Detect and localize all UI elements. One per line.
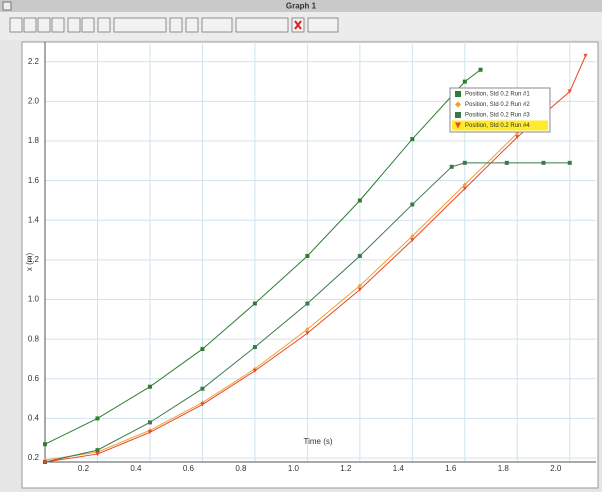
marker: [567, 89, 572, 94]
legend-highlight: [452, 120, 548, 131]
y-tick-label: 0.6: [28, 374, 40, 383]
dropdown[interactable]: [113, 17, 167, 33]
tool-button[interactable]: [37, 17, 51, 33]
legend-label: Position, Std 0.2 Run #3: [465, 113, 530, 119]
marker: [305, 327, 310, 332]
x-tick-label: 1.4: [393, 464, 405, 473]
legend-label: Position, Std 0.2 Run #2: [465, 102, 530, 108]
delete-icon: [294, 20, 302, 30]
marker: [357, 253, 362, 258]
marker: [305, 253, 310, 258]
dropdown[interactable]: [235, 17, 289, 33]
marker: [305, 331, 310, 336]
dropdown[interactable]: [201, 17, 233, 33]
marker: [455, 122, 461, 129]
x-tick-label: 1.8: [498, 464, 510, 473]
marker: [462, 79, 467, 84]
marker: [200, 347, 205, 352]
marker: [147, 430, 152, 435]
y-tick-label: 1.6: [28, 176, 40, 185]
marker: [43, 442, 47, 447]
dropdown[interactable]: [307, 17, 339, 33]
marker: [95, 448, 100, 453]
x-tick-label: 0.4: [130, 464, 142, 473]
tool-button[interactable]: [51, 17, 65, 33]
x-tick-label: 1.6: [445, 464, 457, 473]
marker: [455, 101, 461, 108]
y-tick-label: 1.2: [28, 255, 40, 264]
tool-button[interactable]: [9, 17, 23, 33]
series-line: [44, 132, 518, 461]
marker: [462, 182, 467, 187]
marker: [410, 137, 415, 142]
y-tick-label: 2.0: [28, 97, 40, 106]
marker: [567, 160, 572, 165]
marker: [515, 135, 520, 140]
y-tick-label: 1.4: [28, 215, 40, 224]
marker: [410, 202, 415, 207]
marker: [357, 283, 362, 288]
marker: [200, 402, 205, 407]
legend: Position, Std 0.2 Run #1 Position, Std 0.…: [449, 87, 551, 133]
marker: [410, 238, 415, 243]
x-tick-label: 1.0: [288, 464, 300, 473]
marker: [200, 386, 205, 391]
y-axis-label: x (m): [25, 253, 34, 272]
legend-label: Position, Std 0.2 Run #4: [465, 123, 530, 129]
x-tick-label: 0.8: [235, 464, 247, 473]
x-tick-label: 2.0: [550, 464, 562, 473]
toolbar: [0, 12, 602, 40]
x-tick-label: 0.2: [78, 464, 90, 473]
marker: [455, 112, 461, 118]
marker: [252, 345, 257, 350]
marker: [305, 301, 310, 306]
close-button[interactable]: [2, 1, 12, 11]
title-bar: [0, 0, 602, 12]
marker: [462, 186, 467, 191]
marker: [252, 368, 257, 373]
marker: [357, 287, 362, 292]
marker: [43, 460, 47, 464]
tool-button[interactable]: [67, 17, 81, 33]
y-tick-label: 0.8: [28, 334, 40, 343]
tool-button[interactable]: [169, 17, 183, 33]
tool-button[interactable]: [185, 17, 199, 33]
y-tick-label: 1.0: [28, 295, 40, 304]
x-axis-label: Time (s): [303, 437, 332, 446]
legend-label: Position, Std 0.2 Run #1: [465, 92, 530, 98]
y-tick-label: 2.2: [28, 57, 40, 66]
marker: [462, 160, 467, 165]
marker: [410, 234, 415, 239]
marker: [357, 198, 362, 203]
marker: [147, 384, 152, 389]
y-tick-label: 0.4: [28, 414, 40, 423]
marker: [478, 67, 483, 72]
x-tick-label: 1.2: [340, 464, 352, 473]
marker: [504, 160, 509, 165]
marker: [252, 301, 257, 306]
marker: [541, 160, 546, 165]
tool-button[interactable]: [97, 17, 111, 33]
marker: [455, 91, 461, 97]
marker: [95, 416, 100, 421]
marker: [147, 420, 152, 425]
series-line: [44, 69, 481, 445]
y-tick-label: 1.8: [28, 136, 40, 145]
window-title: Graph 1: [286, 2, 317, 11]
tool-button[interactable]: [23, 17, 37, 33]
marker: [583, 53, 588, 58]
x-tick-label: 0.6: [183, 464, 195, 473]
y-tick-label: 0.2: [28, 453, 40, 462]
marker: [449, 164, 454, 169]
tool-button[interactable]: [81, 17, 95, 33]
marker: [95, 452, 100, 457]
